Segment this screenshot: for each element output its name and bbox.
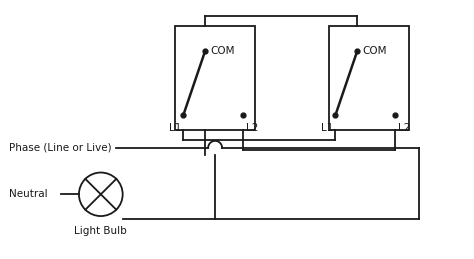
Text: L1: L1 [321, 123, 333, 133]
Text: L2: L2 [246, 123, 258, 133]
Text: COM: COM [362, 46, 387, 56]
Text: Neutral: Neutral [9, 189, 48, 199]
Bar [329, 26, 409, 130]
Text: COM: COM [210, 46, 235, 56]
Bar [175, 26, 255, 130]
Text: L1: L1 [169, 123, 182, 133]
Text: Light Bulb: Light Bulb [74, 226, 127, 236]
Text: L2: L2 [398, 123, 410, 133]
Text: Phase (Line or Live): Phase (Line or Live) [9, 143, 112, 153]
